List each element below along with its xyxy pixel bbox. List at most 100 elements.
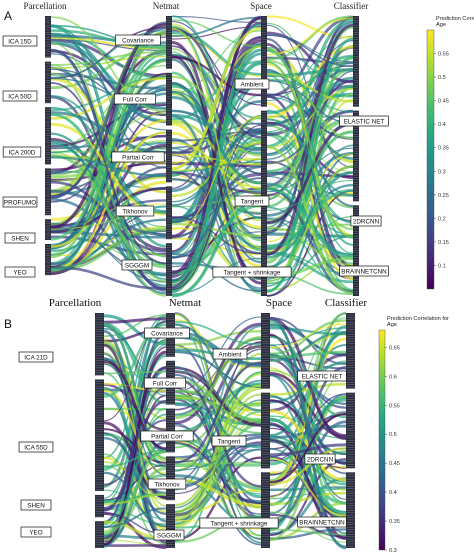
panel-b-ribbon: [174, 330, 262, 346]
panel-a-ribbon: [171, 161, 262, 173]
panel-a-ribbon: [50, 226, 167, 257]
panel-a-ribbon: [266, 72, 354, 103]
panel-b-ribbon: [103, 507, 167, 528]
panel-a-label-2drcnn: 2DRCNN: [350, 215, 382, 227]
panel-b-label-ica-21d: ICA 21D: [18, 351, 54, 363]
panel-b-letter: B: [4, 317, 12, 331]
panel-b-node-space: [261, 472, 270, 548]
panel-a-node-classifier: [353, 16, 359, 107]
svg-text:ELASTIC NET: ELASTIC NET: [344, 118, 385, 125]
panel-a-ribbon: [50, 29, 167, 50]
panel-a-axis-title-classifier: Classifier: [334, 1, 369, 11]
panel-a-label-brainnetcnn: BRAINNETCNN: [339, 265, 389, 277]
panel-a-ribbon: [266, 16, 354, 234]
panel-b-ribbon: [103, 363, 167, 476]
svg-text:Tikhonov: Tikhonov: [122, 208, 148, 215]
panel-b-ribbon: [174, 361, 262, 464]
panel-b-node-classifier: [346, 472, 355, 548]
panel-b-ribbon: [174, 410, 262, 513]
panel-b-label-tangent: Tangent: [211, 435, 247, 447]
panel-b-node-netmat: [166, 456, 175, 501]
svg-text:Tangent + shrinkage: Tangent + shrinkage: [224, 269, 281, 276]
panel-b-ribbon: [103, 352, 167, 507]
panel-b-ribbon: [269, 331, 347, 362]
panel-a-axis-title-parcellation: Parcellation: [24, 1, 67, 11]
panel-a-axis-title-netmat: Netmat: [153, 1, 180, 11]
panel-b-ribbon: [174, 370, 262, 427]
panel-a-node-parcellation: [45, 16, 51, 58]
svg-text:ICA 50D: ICA 50D: [8, 93, 32, 100]
panel-b-label-sgggm: SGGGM: [153, 529, 185, 541]
panel-b-ribbon: [174, 321, 262, 346]
svg-text:ICA 200D: ICA 200D: [9, 149, 36, 156]
panel-a-ribbon: [50, 48, 167, 241]
panel-a-node-netmat: [166, 243, 172, 296]
panel-b-node-parcellation: [95, 494, 104, 518]
panel-b-colorbar-tick: 0.35: [389, 519, 400, 525]
panel-b-ribbon: [269, 491, 347, 506]
panel-a-label-tikhonov: Tikhonov: [115, 205, 155, 217]
panel-b-axis-title-space: Space: [266, 297, 292, 309]
panel-b-ribbon: [103, 493, 167, 506]
panel-b-label-tangent-shrinkage: Tangent + shrinkage: [199, 517, 279, 529]
panel-b-ribbon: [174, 396, 262, 412]
panel-a-ribbon: [171, 46, 262, 164]
panel-a-ribbon: [50, 36, 167, 150]
panel-a-ribbon: [171, 56, 262, 97]
svg-text:Partial Corr: Partial Corr: [122, 154, 154, 161]
svg-text:PROFUMO: PROFUMO: [4, 199, 36, 206]
panel-b-label-partial-corr: Partial Corr: [140, 430, 194, 442]
panel-a-node-netmat: [166, 16, 172, 69]
svg-text:Tangent: Tangent: [241, 198, 264, 205]
panel-b-ribbon: [269, 409, 347, 482]
panel-a-node-parcellation: [45, 244, 51, 276]
svg-text:Tangent + shrinkage: Tangent + shrinkage: [211, 520, 268, 527]
panel-b-axis-title-parcellation: Parcellation: [49, 297, 102, 309]
panel-b-ribbon: [174, 393, 262, 521]
panel-a-ribbon: [266, 93, 354, 140]
panel-a-ribbon: [171, 109, 262, 152]
panel-a-ribbon: [171, 16, 262, 275]
panel-a-ribbon: [50, 140, 167, 228]
panel-a-ribbon: [171, 216, 262, 255]
panel-b-ribbon: [103, 322, 167, 460]
svg-text:Full Corr: Full Corr: [153, 380, 177, 387]
svg-text:BRAINNETCNN: BRAINNETCNN: [299, 519, 345, 526]
panel-b-ribbon: [103, 473, 167, 503]
panel-a-ribbon: [266, 34, 354, 68]
panel-b-axis-title-classifier: Classifier: [325, 297, 367, 309]
svg-text:SHEN: SHEN: [11, 235, 29, 242]
panel-b-colorbar-tick: 0.45: [389, 461, 400, 467]
panel-a-node-parcellation: [45, 219, 51, 240]
panel-a-ribbon: [171, 222, 262, 237]
panel-b-label-elastic-net: ELASTIC NET: [297, 370, 347, 382]
panel-a-colorbar-tick: 0.25: [438, 193, 449, 199]
panel-a-letter: A: [4, 9, 12, 23]
panel-b-ribbon: [269, 319, 347, 499]
panel-a-ribbon: [266, 17, 354, 56]
panel-b-ribbon: [103, 386, 167, 511]
panel-b-colorbar-tick: 0.65: [389, 345, 400, 351]
panel-b-ribbon: [103, 323, 167, 398]
panel-a-ribbon: [171, 45, 262, 175]
panel-b-node-space: [261, 392, 270, 469]
panel-a-ribbon: [266, 235, 354, 246]
svg-text:2DRCNN: 2DRCNN: [307, 456, 334, 463]
panel-a-ribbon: [266, 31, 354, 84]
panel-b-ribbon: [174, 456, 262, 541]
panel-b-ribbon: [174, 322, 262, 425]
panel-a-node-netmat: [166, 72, 172, 126]
panel-a-ribbon: [171, 15, 262, 24]
panel-a-node-space: [261, 16, 267, 107]
panel-b-label-ica-55d: ICA 55D: [18, 441, 54, 453]
panel-b-ribbon: [269, 360, 347, 437]
panel-a-colorbar-tick: 0.55: [438, 52, 449, 58]
panel-b-axis-title-netmat: Netmat: [169, 297, 201, 309]
panel-a-node-space: [261, 205, 267, 296]
panel-a-axis-title-space: Space: [250, 1, 272, 11]
panel-b-label-tikhonov: Tikhonov: [147, 478, 187, 490]
panel-a-ribbon: [50, 156, 167, 177]
panel-a-label-covariance: Covariance: [115, 34, 161, 46]
